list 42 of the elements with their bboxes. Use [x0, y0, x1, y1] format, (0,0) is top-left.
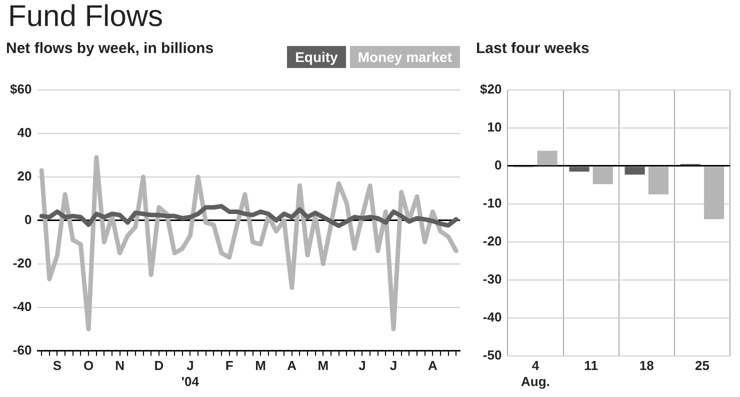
x-tick-label: A [428, 358, 438, 374]
y-tick-label: $20 [480, 82, 502, 97]
chart-subtitle: Net flows by week, in billions [6, 40, 214, 57]
y-tick-label: 40 [17, 125, 32, 140]
chart-title: Fund Flows [8, 0, 164, 34]
x-tick-label: 4 Aug. [521, 358, 550, 389]
x-tick-label: J '04 [181, 358, 200, 389]
x-tick-label: 11 [584, 358, 598, 374]
x-tick-label: S [52, 358, 62, 374]
x-tick-label: F [225, 358, 234, 374]
y-tick-label: -40 [12, 298, 32, 314]
x-tick-label: A [287, 358, 298, 374]
y-tick-label: 0 [494, 158, 502, 173]
y-tick-label: -30 [482, 271, 502, 286]
text: Money market [350, 46, 460, 68]
bar [569, 166, 590, 172]
x-tick-label: M [255, 358, 266, 374]
bar [592, 166, 613, 184]
y-tick-label: -40 [482, 309, 502, 324]
bar [537, 150, 558, 166]
bar [624, 166, 645, 175]
x-tick-label: O [83, 358, 94, 374]
bar [704, 166, 724, 220]
x-tick-label: N [115, 358, 124, 374]
bar [648, 166, 668, 194]
chart-title: Last four weeks [476, 40, 590, 57]
x-tick-label: M [318, 358, 329, 374]
x-tick-label: J [358, 358, 366, 374]
x-tick-label: 25 [694, 358, 710, 374]
text: Equity [287, 46, 346, 68]
y-tick-label: -10 [482, 195, 502, 210]
x-tick-label: J [390, 358, 398, 374]
y-tick-label: -20 [12, 255, 32, 270]
y-tick-label: -60 [12, 342, 32, 358]
y-tick-label: -50 [482, 347, 502, 362]
y-tick-label: 10 [487, 120, 502, 135]
y-tick-label: 20 [17, 168, 32, 184]
x-tick-label: 18 [639, 358, 654, 374]
y-tick-label: 0 [24, 212, 32, 227]
y-tick-label: -20 [482, 233, 502, 248]
y-tick-label: $60 [10, 82, 32, 97]
x-tick-label: D [154, 358, 164, 374]
